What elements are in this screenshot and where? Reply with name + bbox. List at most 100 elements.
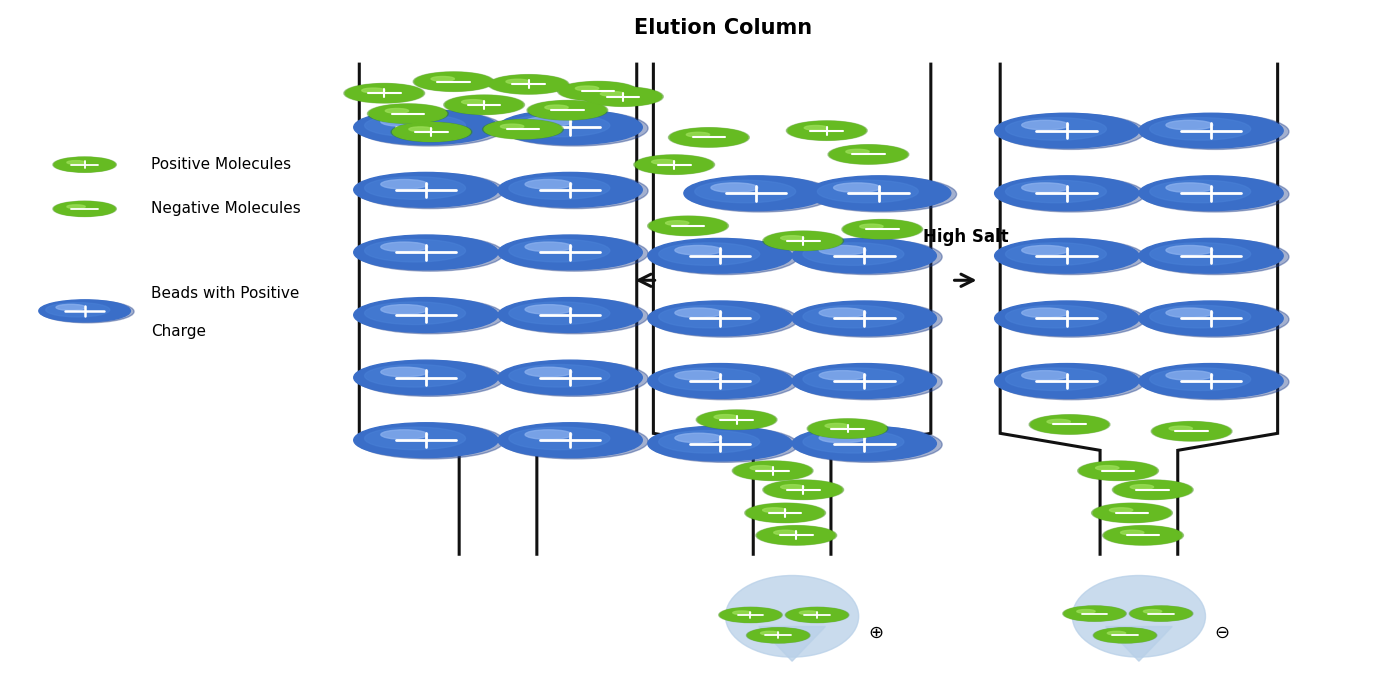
Ellipse shape: [1141, 302, 1289, 337]
Ellipse shape: [1141, 239, 1289, 275]
Ellipse shape: [1120, 530, 1144, 535]
Ellipse shape: [525, 305, 571, 314]
Ellipse shape: [1113, 480, 1191, 499]
Ellipse shape: [413, 72, 493, 92]
Ellipse shape: [781, 485, 803, 489]
Text: Elution Column: Elution Column: [634, 18, 812, 38]
Ellipse shape: [1141, 114, 1289, 150]
Ellipse shape: [1152, 422, 1230, 441]
Ellipse shape: [498, 110, 642, 145]
Ellipse shape: [1022, 308, 1069, 318]
Ellipse shape: [808, 419, 888, 438]
Ellipse shape: [353, 110, 498, 145]
Ellipse shape: [785, 607, 849, 623]
Ellipse shape: [696, 410, 777, 430]
Ellipse shape: [353, 172, 498, 207]
Ellipse shape: [803, 305, 904, 328]
Ellipse shape: [1029, 415, 1111, 434]
Ellipse shape: [53, 157, 117, 172]
Ellipse shape: [803, 242, 904, 266]
Ellipse shape: [1141, 176, 1289, 212]
Ellipse shape: [666, 221, 689, 225]
Ellipse shape: [357, 361, 503, 396]
Ellipse shape: [1022, 120, 1069, 130]
Ellipse shape: [995, 176, 1138, 210]
Ellipse shape: [1022, 183, 1069, 193]
Text: High Salt: High Salt: [923, 228, 1008, 247]
Ellipse shape: [648, 238, 792, 273]
Ellipse shape: [669, 128, 749, 147]
Ellipse shape: [648, 301, 792, 336]
Ellipse shape: [1063, 606, 1126, 622]
Ellipse shape: [1138, 176, 1283, 210]
Ellipse shape: [509, 239, 610, 262]
Ellipse shape: [498, 423, 642, 458]
Text: $\ominus$: $\ominus$: [1215, 624, 1230, 641]
Ellipse shape: [710, 183, 758, 193]
Ellipse shape: [385, 109, 409, 113]
Ellipse shape: [651, 302, 798, 337]
Ellipse shape: [695, 180, 795, 203]
Ellipse shape: [1138, 238, 1283, 273]
Ellipse shape: [795, 239, 942, 275]
Ellipse shape: [687, 176, 834, 212]
Ellipse shape: [765, 232, 842, 250]
Ellipse shape: [676, 245, 721, 255]
Ellipse shape: [652, 160, 676, 164]
Ellipse shape: [998, 302, 1145, 337]
Ellipse shape: [1005, 242, 1106, 266]
Ellipse shape: [346, 84, 423, 102]
Ellipse shape: [368, 104, 446, 123]
Ellipse shape: [795, 302, 942, 337]
Ellipse shape: [719, 607, 783, 623]
Ellipse shape: [745, 503, 826, 522]
Ellipse shape: [53, 201, 117, 217]
Ellipse shape: [381, 305, 428, 314]
Ellipse shape: [364, 365, 466, 387]
Ellipse shape: [819, 371, 866, 380]
Ellipse shape: [826, 423, 848, 428]
Ellipse shape: [500, 423, 648, 459]
Ellipse shape: [381, 180, 428, 189]
Ellipse shape: [1130, 485, 1154, 489]
Ellipse shape: [445, 96, 523, 114]
Ellipse shape: [364, 302, 466, 324]
Ellipse shape: [795, 364, 942, 400]
Ellipse shape: [805, 126, 827, 130]
Ellipse shape: [1093, 503, 1170, 522]
Ellipse shape: [781, 236, 803, 240]
Ellipse shape: [1072, 576, 1205, 657]
Ellipse shape: [498, 360, 642, 395]
Ellipse shape: [1108, 631, 1126, 635]
Ellipse shape: [67, 161, 85, 165]
Ellipse shape: [817, 180, 919, 203]
Ellipse shape: [635, 155, 713, 174]
Ellipse shape: [40, 301, 133, 323]
Ellipse shape: [500, 173, 648, 208]
Ellipse shape: [357, 236, 503, 271]
Ellipse shape: [357, 173, 503, 208]
Ellipse shape: [54, 201, 115, 217]
Ellipse shape: [746, 503, 824, 522]
Ellipse shape: [392, 123, 470, 141]
Ellipse shape: [1141, 364, 1289, 400]
Ellipse shape: [830, 145, 908, 164]
Ellipse shape: [806, 176, 951, 210]
Ellipse shape: [698, 410, 776, 429]
Text: Charge: Charge: [152, 324, 206, 339]
Ellipse shape: [525, 117, 571, 126]
Text: $\oplus$: $\oplus$: [867, 624, 883, 641]
Ellipse shape: [1150, 242, 1251, 266]
Ellipse shape: [1166, 245, 1213, 255]
Ellipse shape: [998, 239, 1145, 275]
Ellipse shape: [527, 100, 607, 120]
Ellipse shape: [39, 300, 131, 322]
Ellipse shape: [509, 365, 610, 387]
Ellipse shape: [803, 430, 904, 453]
Ellipse shape: [525, 430, 571, 439]
Ellipse shape: [648, 426, 792, 461]
Ellipse shape: [381, 430, 428, 439]
Ellipse shape: [525, 242, 571, 251]
Ellipse shape: [1150, 180, 1251, 203]
Ellipse shape: [54, 157, 115, 172]
